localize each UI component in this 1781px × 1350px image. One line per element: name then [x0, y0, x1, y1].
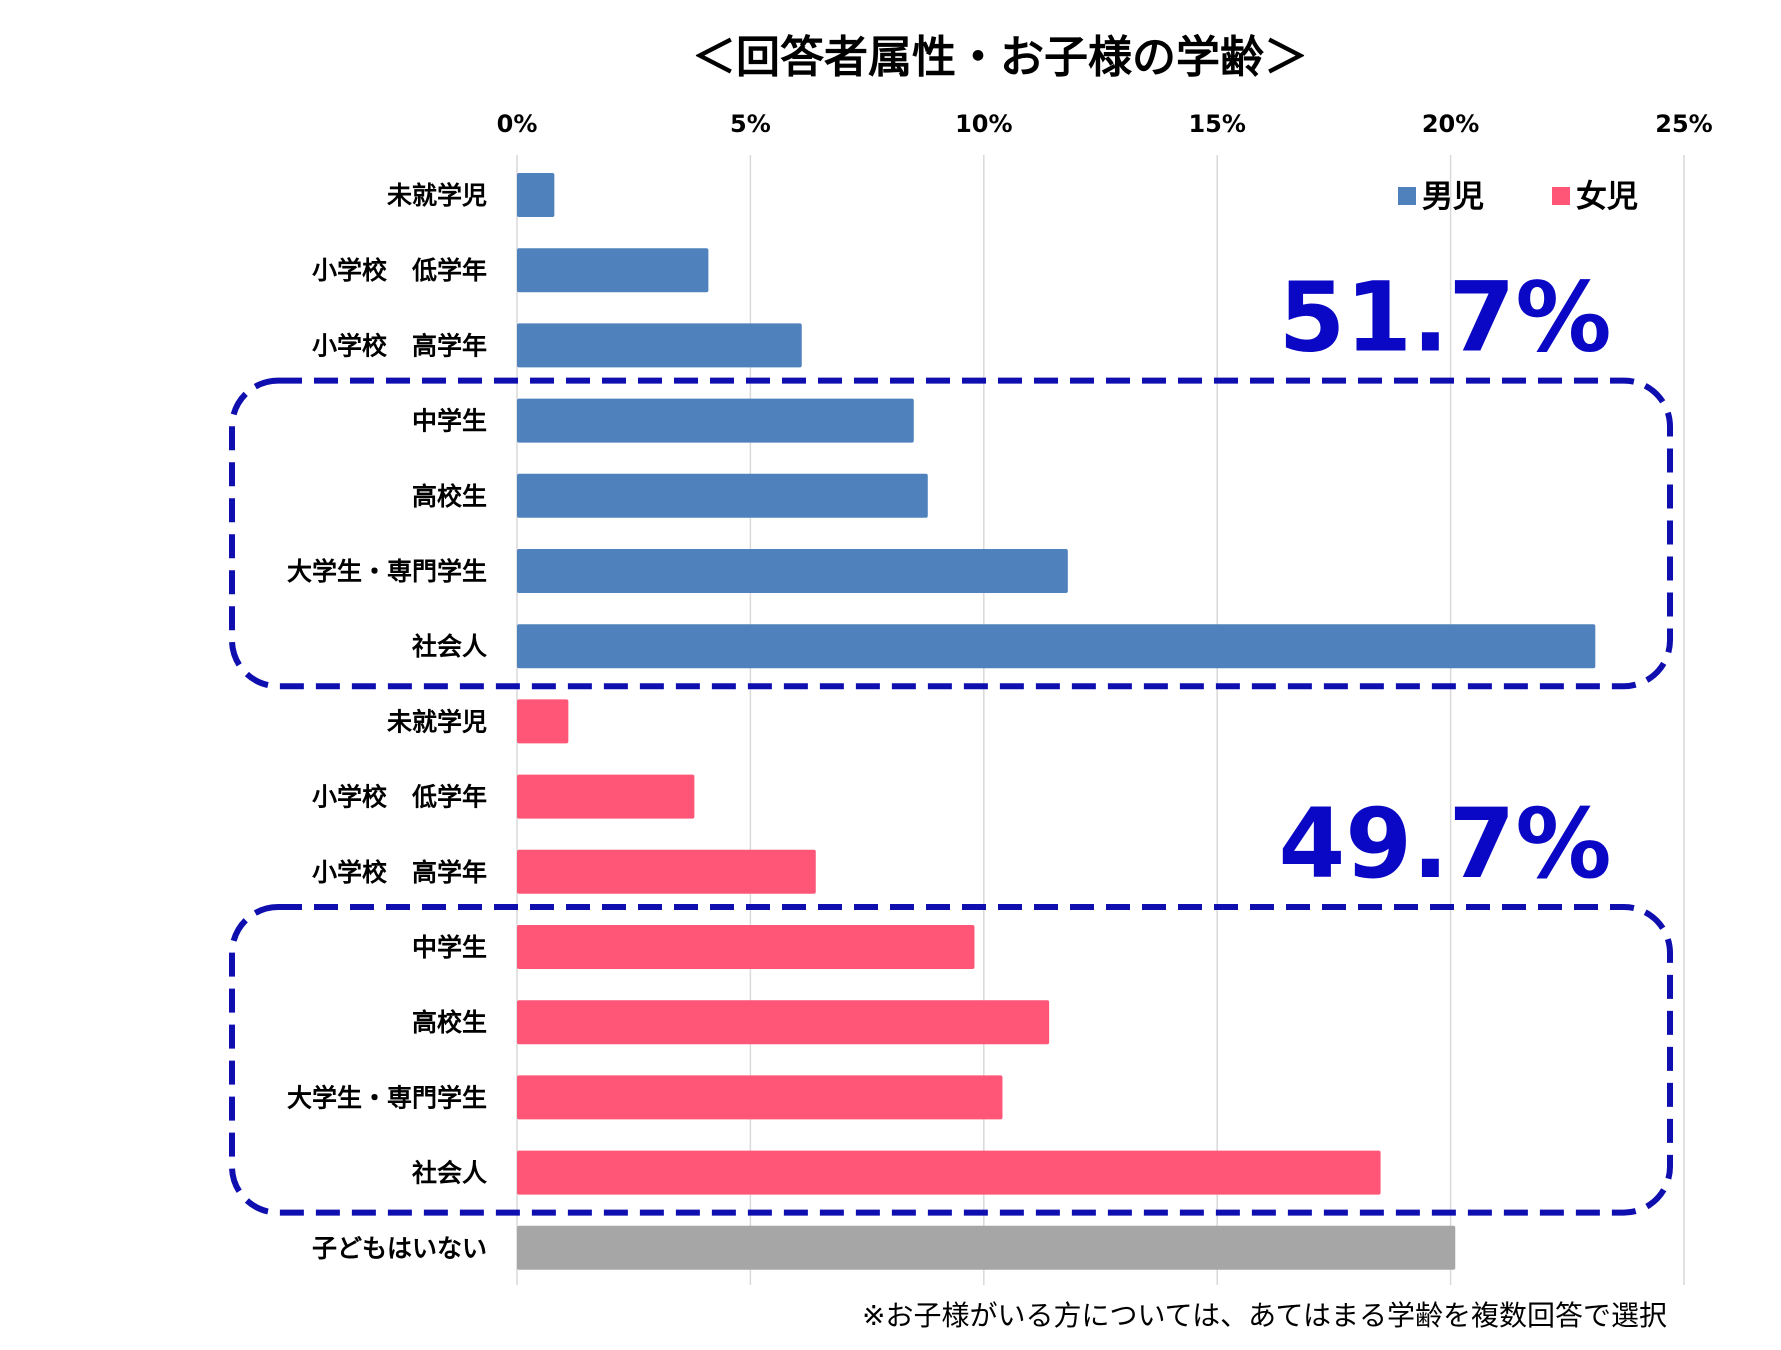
category-label: 小学校 低学年: [312, 783, 487, 812]
highlight-box-boys: [229, 377, 1673, 690]
bar-none: [517, 1225, 1456, 1270]
x-tick-label: 5%: [730, 110, 771, 138]
x-axis-ticks: 0% 5% 10% 15% 20% 25%: [497, 110, 1713, 138]
category-label: 未就学児: [387, 707, 487, 736]
category-label: 社会人: [412, 632, 487, 661]
legend: 男児 女児: [1398, 179, 1638, 215]
legend-label: 女児: [1576, 179, 1638, 215]
bar-boys: [517, 624, 1596, 669]
x-tick-label: 0%: [497, 110, 538, 138]
bar-boys: [517, 323, 802, 368]
highlight-total-boys: 51.7%: [1278, 262, 1611, 374]
legend-swatch: [1398, 187, 1416, 205]
bar-girls: [517, 1150, 1381, 1195]
footnote: ※お子様がいる方については、あてはまる学齢を複数回答で選択: [862, 1299, 1667, 1332]
bar-boys: [517, 173, 555, 217]
x-tick-label: 25%: [1655, 110, 1712, 138]
legend-label: 男児: [1422, 179, 1484, 215]
category-label: 高校生: [412, 482, 487, 511]
category-label: 中学生: [412, 407, 487, 436]
highlight-labels: 51.7% 49.7%: [1278, 262, 1611, 900]
category-label: 小学校 高学年: [312, 858, 487, 887]
bar-boys: [517, 473, 928, 518]
category-label: 大学生・専門学生: [287, 1083, 487, 1112]
category-label: 子どもはいない: [312, 1234, 487, 1263]
category-label: 高校生: [412, 1008, 487, 1037]
category-label: 小学校 低学年: [312, 256, 487, 285]
bars: [517, 173, 1596, 1270]
x-tick-label: 20%: [1422, 110, 1479, 138]
highlight-box-girls: [229, 904, 1673, 1216]
highlight-total-girls: 49.7%: [1278, 788, 1611, 900]
category-label: 小学校 高学年: [312, 331, 487, 360]
category-label: 中学生: [412, 933, 487, 962]
bar-boys: [517, 398, 914, 443]
legend-swatch: [1552, 187, 1570, 205]
category-label: 社会人: [412, 1159, 487, 1188]
x-tick-label: 10%: [955, 110, 1012, 138]
bar-girls: [517, 1000, 1050, 1045]
bar-girls: [517, 699, 569, 744]
category-label: 大学生・専門学生: [287, 557, 487, 586]
category-label: 未就学児: [387, 181, 487, 210]
bar-girls: [517, 849, 816, 894]
bar-boys: [517, 549, 1068, 593]
highlight-boxes: [229, 377, 1673, 1216]
x-tick-label: 15%: [1188, 110, 1245, 138]
bar-girls: [517, 925, 975, 969]
chart-title: ＜回答者属性・お子様の学齢＞: [692, 32, 1308, 83]
bar-girls: [517, 1075, 1003, 1120]
bar-boys: [517, 248, 709, 293]
bar-girls: [517, 774, 695, 819]
